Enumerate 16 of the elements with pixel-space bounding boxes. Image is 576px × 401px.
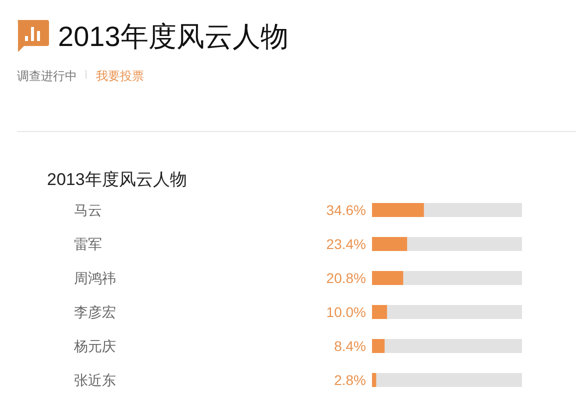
data-label: 20.8% [326,270,366,286]
y-tick-label: 李彦宏 [74,304,116,320]
text: 2013年度风云人物 [47,170,187,189]
data-label: 10.0% [326,304,366,320]
chart-title: 2013年度风云人物 [58,21,288,52]
data-label: 23.4% [326,236,366,252]
text: 我要投票 [96,69,144,83]
y-tick-label: 马云 [74,202,102,218]
y-tick-label: 周鸿祎 [74,270,116,286]
text: 调查进行中 [17,69,77,83]
data-label: 2.8% [334,372,366,388]
y-tick-label: 张近东 [74,372,116,388]
y-tick-label: 雷军 [74,236,102,252]
data-label: 8.4% [334,338,366,354]
data-label: 34.6% [326,202,366,218]
y-tick-label: 杨元庆 [73,338,116,354]
